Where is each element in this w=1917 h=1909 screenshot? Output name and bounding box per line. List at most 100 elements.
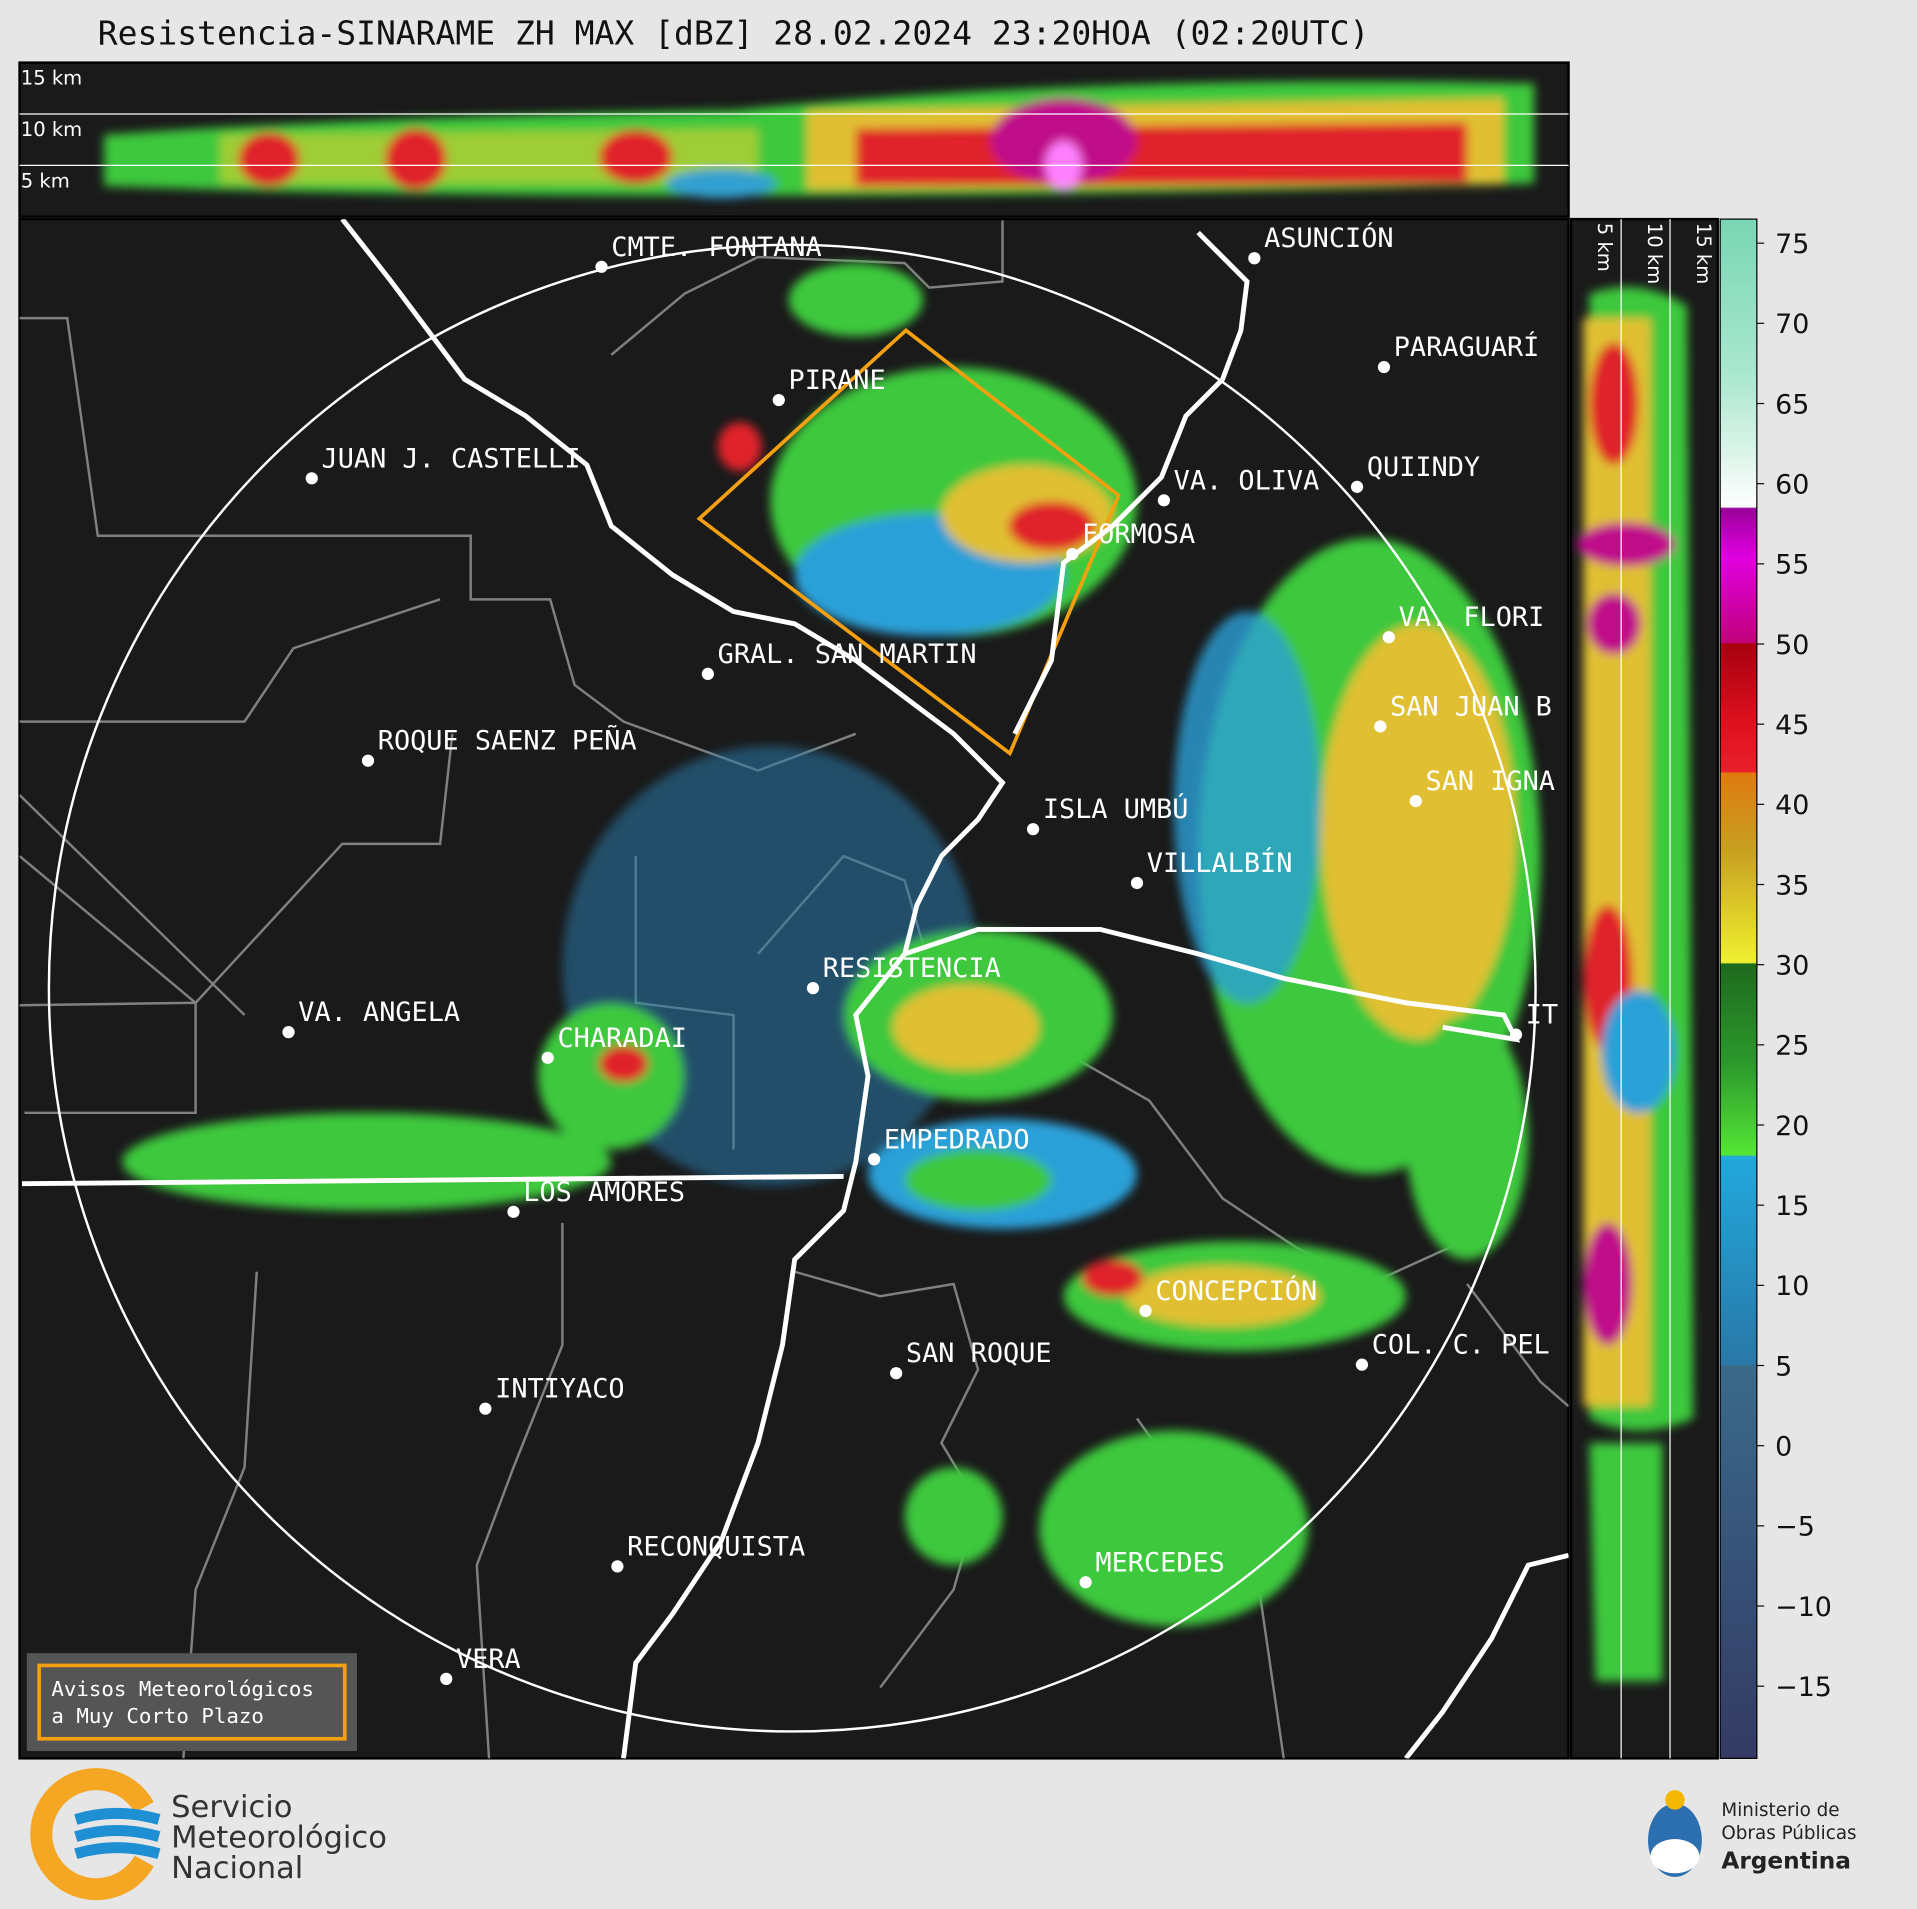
city-label: LOS AMORES [523,1177,685,1208]
city-dot [1139,1304,1152,1317]
city-label: CONCEPCIÓN [1155,1275,1317,1307]
warning-text: Avisos Meteorológicos [51,1677,314,1701]
city-dot [1374,720,1387,733]
colorbar-tick-label: 25 [1775,1031,1809,1062]
height-label: 15 km [1692,223,1715,284]
city-dot [701,667,714,681]
city-dot [1409,794,1422,808]
city-label: ROQUE SAENZ PEÑA [378,725,637,757]
city-label: MERCEDES [1095,1547,1224,1578]
smn-text: Nacional [171,1851,303,1886]
cities: CMTE. FONTANA ASUNCIÓN PARAGUARÍ PIRANE JUAN… [282,222,1558,1685]
city-label: ASUNCIÓN [1264,222,1393,254]
city-dot [595,260,608,273]
colorbar-tick-label: 40 [1775,790,1809,821]
warning-polygon [696,327,1121,757]
map-layer [19,219,1569,1759]
city-label: CMTE. FONTANA [611,232,821,263]
range-ring [47,243,1537,1733]
city-label: SAN JUAN B [1390,691,1552,722]
colorbar-tick-label: −5 [1775,1512,1815,1543]
warning-box[interactable] [26,1653,357,1752]
city-dot [890,1367,903,1380]
ministry-text: Obras Públicas [1721,1823,1856,1844]
warning-box-border [37,1663,347,1741]
city-dot [282,1026,295,1039]
city-label: RECONQUISTA [627,1531,805,1562]
city-dot [1355,1358,1369,1371]
colorbar-tick-label: 65 [1775,389,1809,420]
top-echoes [103,81,1535,199]
city-label: INTIYACO [495,1374,624,1405]
radar-echoes [122,263,1541,1627]
colorbar-tick-label: 0 [1775,1431,1792,1462]
warning-text: a Muy Corto Plazo [51,1704,264,1728]
city-label: GRAL. SAN MARTIN [718,639,977,670]
colorbar-tick-label: 15 [1775,1191,1809,1222]
city-label: VA. OLIVA [1174,465,1320,496]
city-dot [611,1560,624,1573]
city-dot [440,1672,453,1685]
colorbar-tick-label: 70 [1775,309,1809,340]
ministry-text: Argentina [1721,1847,1851,1874]
city-dot [772,393,785,407]
city-dot [541,1051,554,1064]
colorbar-tick-label: 55 [1775,550,1809,581]
smn-text: Servicio [171,1790,292,1825]
city-dot [1066,547,1079,561]
height-label: 10 km [21,118,82,141]
city-dot [507,1205,520,1218]
city-label: ISLA UMBÚ [1043,793,1189,825]
city-label: RESISTENCIA [823,953,1001,984]
city-label: JUAN J. CASTELLI [322,443,581,474]
colorbar [1719,218,1758,1759]
city-dot [1248,252,1261,265]
city-dot [1382,631,1395,644]
side-echoes [1577,286,1694,1682]
city-label: QUIINDY [1367,452,1480,483]
city-label: PIRANE [789,365,886,396]
city-dot [1350,480,1364,493]
city-dot [1377,360,1391,374]
colorbar-tick-label: 35 [1775,870,1809,901]
rivers [21,219,1569,1759]
city-dot [806,982,820,995]
city-dot [1157,494,1171,507]
city-dot [868,1153,881,1166]
city-dot [479,1402,492,1415]
city-label: VA. FLORI [1399,602,1545,633]
smn-logo [30,1768,161,1901]
title: Resistencia-SINARAME ZH MAX [dBZ] 28.02.… [98,13,1370,52]
colorbar-tick-label: 60 [1775,469,1809,500]
colorbar-tick-label: 5 [1775,1351,1792,1382]
city-label: CHARADAI [557,1023,686,1054]
city-dot [1079,1576,1092,1589]
height-label: 15 km [21,67,82,90]
height-label: 5 km [21,169,70,192]
city-label: VERA [456,1644,521,1675]
city-dot [305,472,318,485]
height-label: 10 km [1643,223,1666,284]
colorbar-tick-label: 30 [1775,950,1809,981]
city-label: SAN ROQUE [906,1338,1052,1369]
colorbar-tick-label: 75 [1775,229,1809,260]
colorbar-tick-label: 45 [1775,710,1809,741]
ministry-text: Ministerio de [1721,1800,1839,1821]
height-label: 5 km [1593,223,1616,272]
ministry-logo [1648,1790,1702,1877]
city-dot [361,754,375,767]
city-label: FORMOSA [1082,519,1195,550]
colorbar-tick-label: 50 [1775,630,1809,661]
city-dot [1026,823,1040,836]
colorbar-tick-label: −10 [1775,1592,1832,1623]
city-label: VILLALBÍN [1147,847,1293,879]
city-label: SAN IGNA [1426,766,1555,797]
city-label: VA. ANGELA [298,997,460,1028]
colorbar-tick-label: 20 [1775,1111,1809,1142]
city-label: COL. C. PEL [1372,1330,1550,1361]
colorbar-tick-label: 10 [1775,1271,1809,1302]
smn-text: Meteorológico [171,1821,387,1856]
city-dot [1509,1028,1523,1041]
